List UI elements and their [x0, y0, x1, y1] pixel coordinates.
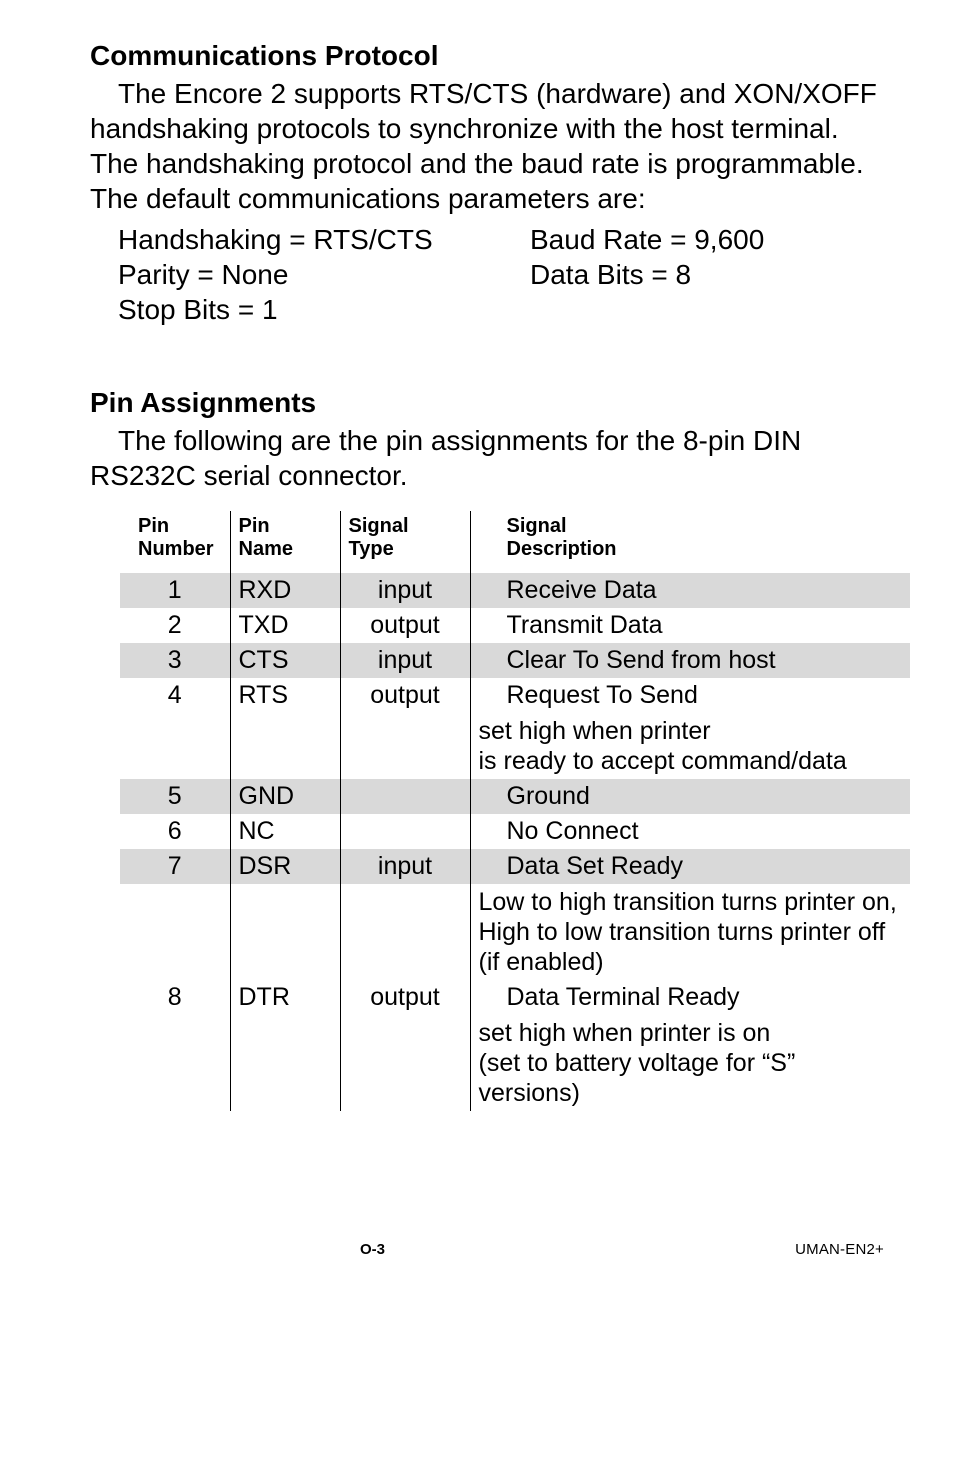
comm-protocol-title: Communications Protocol [90, 40, 884, 72]
cell-pin-number: 5 [120, 779, 230, 814]
hdr-num-1: Pin [138, 515, 169, 537]
hdr-name-2: Name [239, 538, 293, 560]
cell-signal-type: output [340, 980, 470, 1015]
table-row: 6NC No Connect [120, 814, 910, 849]
table-row: 3CTSinputClear To Send from host [120, 643, 910, 678]
cell-signal-desc: Clear To Send from host [470, 643, 910, 678]
cell-pin-number: 8 [120, 980, 230, 1015]
param-right-1: Data Bits = 8 [530, 257, 884, 292]
cell-pin-name: DTR [230, 980, 340, 1015]
cell-signal-subdesc: set high when printeris ready to accept … [470, 713, 910, 779]
cell-pin-number: 7 [120, 849, 230, 884]
hdr-type-1: Signal [349, 515, 409, 537]
table-row: 4RTSoutputRequest To Send [120, 678, 910, 713]
cell-signal-desc: Data Set Ready [470, 849, 910, 884]
cell-signal-desc: Receive Data [470, 573, 910, 608]
cell-signal-type: input [340, 643, 470, 678]
cell-signal-subdesc: set high when printer is on(set to batte… [470, 1015, 910, 1111]
cell-signal-type: input [340, 849, 470, 884]
table-row-sub: set high when printeris ready to accept … [120, 713, 910, 779]
cell-pin-number: 1 [120, 573, 230, 608]
hdr-type-2: Type [349, 538, 394, 560]
cell-pin-number: 3 [120, 643, 230, 678]
param-left-2: Stop Bits = 1 [90, 292, 530, 327]
page-footer: O-3 UMAN-EN2+ [0, 1151, 954, 1282]
table-row: 1RXDinputReceive Data [120, 573, 910, 608]
cell-pin-name: GND [230, 779, 340, 814]
table-row: 2TXDoutputTransmit Data [120, 608, 910, 643]
comm-protocol-para: The Encore 2 supports RTS/CTS (hardware)… [90, 76, 884, 216]
cell-signal-type: output [340, 678, 470, 713]
hdr-name-1: Pin [239, 515, 270, 537]
cell-signal-desc: No Connect [470, 814, 910, 849]
cell-pin-number: 6 [120, 814, 230, 849]
cell-pin-name: TXD [230, 608, 340, 643]
cell-signal-type [340, 779, 470, 814]
param-left-1: Parity = None [90, 257, 530, 292]
cell-signal-desc: Data Terminal Ready [470, 980, 910, 1015]
param-left-0: Handshaking = RTS/CTS [90, 222, 530, 257]
pin-assign-para: The following are the pin assignments fo… [90, 423, 884, 493]
hdr-desc-1: Signal [507, 515, 567, 537]
param-right-2 [530, 292, 884, 327]
cell-signal-desc: Ground [470, 779, 910, 814]
param-right-0: Baud Rate = 9,600 [530, 222, 884, 257]
cell-signal-type [340, 814, 470, 849]
cell-signal-desc: Transmit Data [470, 608, 910, 643]
pin-table: Pin Number Pin Name Signal Type Signal D… [120, 511, 910, 1111]
cell-pin-number: 4 [120, 678, 230, 713]
footer-doc: UMAN-EN2+ [795, 1241, 884, 1258]
cell-pin-name: NC [230, 814, 340, 849]
cell-signal-type: output [340, 608, 470, 643]
table-row: 7DSRinputData Set Ready [120, 849, 910, 884]
cell-signal-type: input [340, 573, 470, 608]
param-row-2: Stop Bits = 1 [90, 292, 884, 327]
cell-pin-name: RTS [230, 678, 340, 713]
cell-signal-desc: Request To Send [470, 678, 910, 713]
hdr-desc-2: Description [507, 538, 617, 560]
pin-assign-title: Pin Assignments [90, 387, 884, 419]
table-row: 5GND Ground [120, 779, 910, 814]
table-row-sub: Low to high transition turns printer on,… [120, 884, 910, 980]
cell-pin-name: RXD [230, 573, 340, 608]
footer-page: O-3 [360, 1241, 385, 1258]
table-row: 8DTRoutputData Terminal Ready [120, 980, 910, 1015]
param-row-1: Parity = None Data Bits = 8 [90, 257, 884, 292]
cell-pin-name: CTS [230, 643, 340, 678]
cell-pin-name: DSR [230, 849, 340, 884]
hdr-num-2: Number [138, 538, 214, 560]
cell-signal-subdesc: Low to high transition turns printer on,… [470, 884, 910, 980]
param-row-0: Handshaking = RTS/CTS Baud Rate = 9,600 [90, 222, 884, 257]
cell-pin-number: 2 [120, 608, 230, 643]
table-row-sub: set high when printer is on(set to batte… [120, 1015, 910, 1111]
